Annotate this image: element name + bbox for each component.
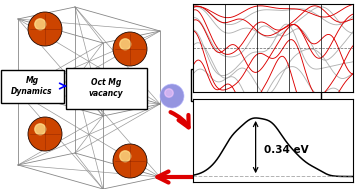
FancyBboxPatch shape xyxy=(0,70,63,102)
FancyBboxPatch shape xyxy=(66,67,147,108)
Circle shape xyxy=(28,117,62,151)
Circle shape xyxy=(28,12,62,46)
Circle shape xyxy=(113,32,147,66)
Text: Mg
Dynamics: Mg Dynamics xyxy=(11,76,53,96)
Circle shape xyxy=(35,124,46,135)
Circle shape xyxy=(113,144,147,178)
Text: 0.34 eV: 0.34 eV xyxy=(263,145,308,155)
Text: $(i\partial\!\!\!\!/\, - m)\psi = 0$: $(i\partial\!\!\!\!/\, - m)\psi = 0$ xyxy=(219,77,293,94)
Circle shape xyxy=(35,19,46,30)
Text: Oct Mg
vacancy: Oct Mg vacancy xyxy=(89,78,123,98)
Circle shape xyxy=(120,39,131,50)
Circle shape xyxy=(160,84,184,108)
FancyBboxPatch shape xyxy=(191,69,321,101)
Circle shape xyxy=(165,89,173,97)
Circle shape xyxy=(120,151,131,162)
